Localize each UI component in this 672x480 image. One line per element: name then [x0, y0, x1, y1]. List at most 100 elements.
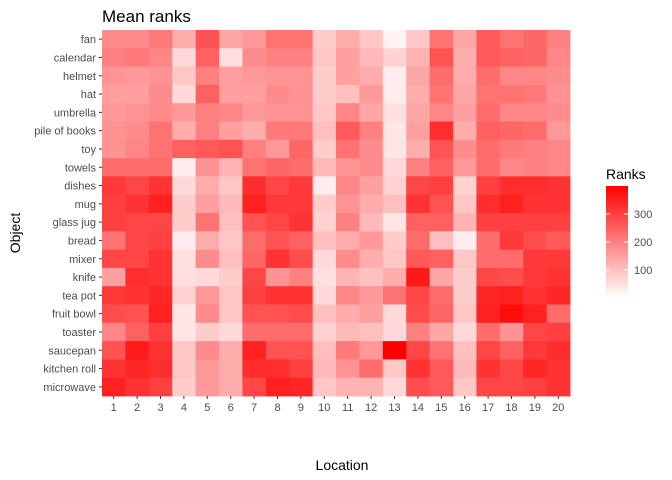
heatmap-cell [195, 103, 220, 122]
heatmap-cell [499, 176, 524, 196]
heatmap-cell [453, 103, 477, 122]
heatmap-cell [336, 103, 360, 122]
heatmap-cell [312, 213, 337, 232]
heatmap-cell [125, 377, 150, 397]
heatmap-cell [359, 158, 384, 177]
y-tick-label: towels [65, 162, 97, 174]
heatmap-cell [125, 249, 150, 269]
heatmap-cell [242, 341, 267, 360]
heatmap-cell [219, 341, 243, 360]
heatmap-cell [148, 267, 173, 287]
heatmap-cell [172, 48, 196, 67]
heatmap-cell [172, 194, 196, 214]
x-tick-label: 14 [412, 402, 424, 414]
heatmap-cell [359, 304, 384, 324]
heatmap-cell [382, 377, 407, 397]
y-tick-label: toaster [62, 327, 96, 339]
heatmap-cell [406, 176, 430, 196]
heatmap-cell [429, 213, 454, 232]
heatmap-cell [148, 103, 173, 122]
x-tick-label: 11 [342, 402, 353, 414]
heatmap-cell [359, 249, 384, 269]
heatmap-cell [546, 359, 571, 379]
heatmap-cell [406, 139, 430, 159]
heatmap-cell [406, 121, 430, 141]
heatmap-cell [102, 84, 126, 104]
heatmap-cell [453, 30, 477, 49]
heatmap-cell [523, 121, 547, 141]
heatmap-cell [265, 139, 290, 159]
heatmap-cell [242, 322, 267, 342]
heatmap-cell [172, 249, 196, 269]
heatmap-cell [476, 359, 501, 379]
heatmap-cell [242, 213, 267, 232]
heatmap-cell [312, 103, 337, 122]
heatmap-cell [312, 341, 337, 360]
heatmap-cell [406, 30, 430, 49]
y-tick-label: fruit bowl [52, 309, 96, 321]
heatmap-cell [172, 341, 196, 360]
heatmap-cell [453, 66, 477, 86]
heatmap-cell [523, 286, 547, 305]
heatmap-cell [102, 359, 126, 379]
heatmap-cell [429, 341, 454, 360]
heatmap-cell [382, 103, 407, 122]
heatmap-cell [195, 377, 220, 397]
heatmap-cell [523, 66, 547, 86]
heatmap-cell [336, 158, 360, 177]
heatmap-cell [172, 304, 196, 324]
heatmap-cell [523, 103, 547, 122]
heatmap-cell [265, 121, 290, 141]
heatmap-cell [242, 304, 267, 324]
heatmap-cell [406, 103, 430, 122]
heatmap-cell [499, 249, 524, 269]
heatmap-cell [242, 249, 267, 269]
heatmap-cell [265, 158, 290, 177]
heatmap-cell [289, 30, 313, 49]
y-tick-label: knife [73, 272, 96, 284]
x-tick-label: 17 [482, 402, 494, 414]
x-tick-label: 10 [318, 402, 330, 414]
heatmap-cell [125, 286, 150, 305]
heatmap-cell [195, 84, 220, 104]
heatmap-cell [289, 48, 313, 67]
heatmap-cell [125, 48, 150, 67]
x-tick-label: 18 [505, 402, 517, 414]
y-tick-label: fan [81, 34, 96, 46]
heatmap-cell [453, 359, 477, 379]
heatmap-cell [453, 231, 477, 250]
heatmap-cell [242, 30, 267, 49]
heatmap-cell [102, 231, 126, 250]
heatmap-cell [382, 194, 407, 214]
heatmap-cell [476, 267, 501, 287]
heatmap-cell [359, 84, 384, 104]
heatmap-cell [429, 66, 454, 86]
heatmap-cell [476, 121, 501, 141]
heatmap-cell [289, 84, 313, 104]
heatmap-cell [523, 194, 547, 214]
heatmap-cell [406, 267, 430, 287]
heatmap-cell [312, 121, 337, 141]
heatmap-cell [195, 194, 220, 214]
heatmap-cell [453, 158, 477, 177]
heatmap-cell [148, 66, 173, 86]
heatmap-cell [312, 286, 337, 305]
heatmap-cell [336, 304, 360, 324]
y-axis-ticks: fan calendar helmet hat umbrella pile of book… [34, 34, 102, 394]
heatmap-cell [546, 267, 571, 287]
heatmap-cell [125, 359, 150, 379]
x-tick-label: 8 [274, 402, 280, 414]
heatmap-cell [359, 286, 384, 305]
heatmap-cell [289, 377, 313, 397]
heatmap-cell [523, 322, 547, 342]
heatmap-cell [546, 194, 571, 214]
heatmap-cell [289, 359, 313, 379]
heatmap-cell [336, 213, 360, 232]
heatmap-cell [242, 139, 267, 159]
x-tick-label: 15 [435, 402, 447, 414]
heatmap-cell [172, 30, 196, 49]
heatmap-cell [195, 176, 220, 196]
heatmap-cell [125, 176, 150, 196]
heatmap-cell [499, 377, 524, 397]
